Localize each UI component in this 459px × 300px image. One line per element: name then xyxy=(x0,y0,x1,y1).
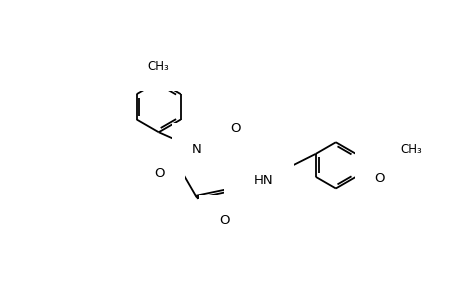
Text: N: N xyxy=(191,142,201,156)
Text: CH₃: CH₃ xyxy=(147,60,169,73)
Text: O: O xyxy=(154,167,164,180)
Text: O: O xyxy=(218,214,229,227)
Text: O: O xyxy=(374,172,384,185)
Text: HN: HN xyxy=(244,167,263,180)
Text: HN: HN xyxy=(254,174,273,187)
Text: O: O xyxy=(230,122,241,136)
Text: CH₃: CH₃ xyxy=(400,143,421,156)
